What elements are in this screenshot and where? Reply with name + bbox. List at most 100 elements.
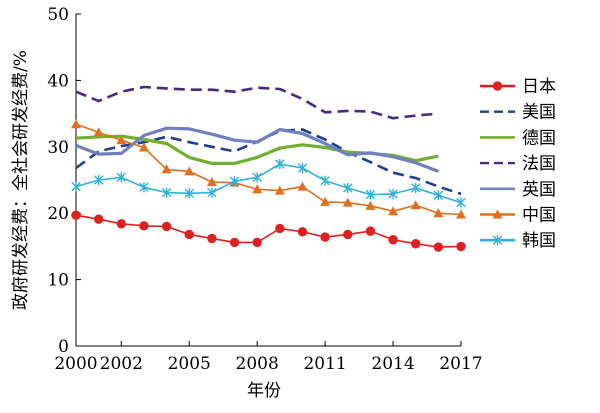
x-tick-label: 2017 xyxy=(439,354,482,374)
legend-marker xyxy=(492,235,503,246)
x-tick-label: 2000 xyxy=(54,354,97,374)
data-point xyxy=(343,229,353,240)
x-tick-label: 2011 xyxy=(303,354,346,374)
legend-item: 法国 xyxy=(480,154,556,174)
data-point xyxy=(252,237,262,248)
data-point xyxy=(388,206,399,216)
legend-label: 法国 xyxy=(522,154,556,174)
y-axis-title: 政府研发经费：全社会研发经费/% xyxy=(11,50,31,310)
legend-item: 德国 xyxy=(480,128,556,148)
series-line xyxy=(75,163,462,204)
series-line xyxy=(75,123,462,216)
data-point xyxy=(71,210,81,220)
data-point xyxy=(184,166,195,176)
data-point xyxy=(410,200,421,210)
x-axis: 2000 2002 2005 2008 2011 2014 2017 xyxy=(54,341,483,374)
data-point xyxy=(275,159,285,170)
x-tick-label: 2008 xyxy=(236,354,279,374)
data-point xyxy=(320,175,330,186)
data-point xyxy=(388,235,398,245)
data-point xyxy=(274,185,285,195)
data-point xyxy=(93,214,104,224)
data-point xyxy=(343,182,353,194)
data-point xyxy=(252,184,263,194)
x-axis-title: 年份 xyxy=(247,381,281,401)
data-point xyxy=(411,182,421,194)
data-point xyxy=(320,232,330,242)
data-point xyxy=(184,229,194,240)
data-point xyxy=(433,242,444,252)
y-tick-label: 40 xyxy=(47,71,69,91)
data-point xyxy=(71,181,81,192)
legend-marker xyxy=(492,81,503,91)
data-point xyxy=(184,188,194,199)
data-point xyxy=(297,181,308,191)
x-tick-label: 2014 xyxy=(371,354,414,374)
plot-frame xyxy=(75,14,461,347)
data-point xyxy=(229,237,240,248)
legend-marker xyxy=(492,209,503,219)
legend-item: 中国 xyxy=(480,206,556,226)
data-point xyxy=(456,209,466,219)
data-point xyxy=(456,241,466,252)
y-tick-label: 0 xyxy=(58,337,69,357)
data-point xyxy=(161,164,172,174)
data-point xyxy=(388,188,398,199)
series-0 xyxy=(71,210,466,252)
legend-label: 德国 xyxy=(522,128,556,148)
data-point xyxy=(139,221,149,231)
series-line xyxy=(75,126,439,173)
data-point xyxy=(161,221,172,232)
data-point xyxy=(116,219,126,229)
y-tick-label: 30 xyxy=(47,138,69,158)
data-point xyxy=(71,119,81,129)
y-tick-label: 10 xyxy=(47,271,69,291)
data-point xyxy=(365,226,376,236)
y-tick-label: 20 xyxy=(47,204,69,224)
data-point xyxy=(252,172,262,183)
data-point xyxy=(320,196,331,206)
x-tick-label: 2005 xyxy=(168,354,211,374)
data-point xyxy=(93,127,104,137)
data-point xyxy=(93,174,104,186)
series-4 xyxy=(75,126,439,173)
series-3 xyxy=(75,85,439,120)
data-point xyxy=(433,190,444,201)
series-line xyxy=(75,85,439,120)
series-line xyxy=(75,214,462,248)
data-point xyxy=(297,227,308,237)
x-tick-label: 2002 xyxy=(100,354,143,374)
data-point xyxy=(456,197,466,208)
legend-label: 日本 xyxy=(522,77,556,97)
data-point xyxy=(138,142,149,152)
legend-item: 韩国 xyxy=(480,231,556,251)
data-point xyxy=(229,176,240,187)
data-point xyxy=(411,239,421,249)
legend-label: 美国 xyxy=(522,103,556,123)
data-point xyxy=(139,182,149,193)
data-point xyxy=(297,163,308,174)
data-point xyxy=(116,172,126,183)
legend-item: 英国 xyxy=(480,180,556,200)
legend-label: 韩国 xyxy=(522,231,556,251)
data-point xyxy=(365,200,376,210)
y-axis: 0 10 20 30 40 50 xyxy=(47,5,81,357)
legend-label: 中国 xyxy=(522,206,556,226)
data-point xyxy=(207,233,217,244)
series-5 xyxy=(71,119,466,219)
legend-item: 美国 xyxy=(480,103,556,123)
y-tick-label: 50 xyxy=(47,5,69,25)
series-6 xyxy=(71,159,466,208)
data-point xyxy=(365,189,376,200)
data-point xyxy=(206,176,217,186)
data-point xyxy=(116,135,127,145)
data-point xyxy=(275,223,285,234)
data-point xyxy=(342,197,353,207)
legend-label: 英国 xyxy=(522,180,556,200)
data-point xyxy=(161,187,172,198)
data-point xyxy=(433,208,444,218)
series-layer xyxy=(71,85,466,252)
legend-item: 日本 xyxy=(480,77,556,97)
